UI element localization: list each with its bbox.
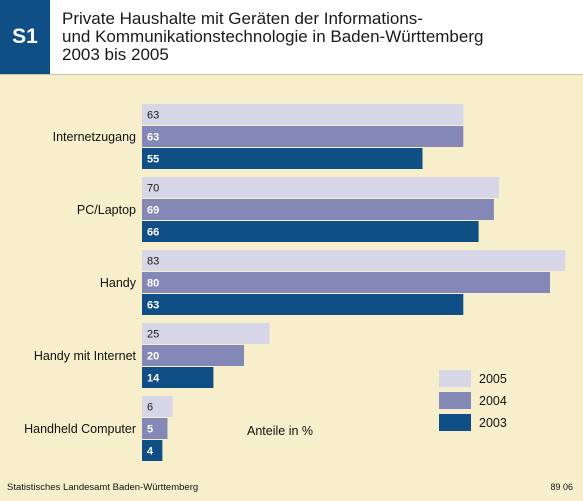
bar-internetzugang-2003: [142, 148, 423, 169]
data-label-handy-2005: 83: [147, 256, 159, 268]
chart-badge: S1: [0, 0, 50, 74]
bar-handy-2004: [142, 272, 550, 293]
data-label-handy-mit-internet-2003: 14: [147, 373, 160, 385]
bar-pc-laptop-2003: [142, 221, 479, 242]
data-label-handheld-computer-2005: 6: [147, 402, 153, 414]
bar-handy-mit-internet-2004: [142, 345, 244, 366]
data-label-internetzugang-2003: 55: [147, 154, 159, 166]
bar-handy-mit-internet-2003: [142, 367, 214, 388]
legend: 2005 2004 2003: [439, 370, 507, 431]
bar-handheld-computer-2004: [142, 418, 168, 439]
bar-handy-mit-internet-2005: [142, 323, 270, 344]
bars-group: Internetzugang 63 63 55 PC/Laptop 70 69 66 Handy…: [24, 104, 566, 461]
unit-note: Anteile in %: [247, 424, 313, 438]
data-label-internetzugang-2004: 63: [147, 132, 159, 144]
data-label-handheld-computer-2004: 5: [147, 424, 153, 436]
bar-handheld-computer-2003: [142, 440, 163, 461]
legend-label-2005: 2005: [479, 372, 507, 386]
data-label-pc-laptop-2003: 66: [147, 227, 159, 239]
data-label-handy-mit-internet-2005: 25: [147, 329, 159, 341]
data-label-pc-laptop-2004: 69: [147, 205, 159, 217]
data-label-pc-laptop-2005: 70: [147, 183, 159, 195]
data-label-handy-2003: 63: [147, 300, 159, 312]
bar-internetzugang-2004: [142, 126, 464, 147]
legend-label-2003: 2003: [479, 416, 507, 430]
bar-handy-2005: [142, 250, 566, 271]
data-label-handy-mit-internet-2004: 20: [147, 351, 159, 363]
bar-handy-2003: [142, 294, 464, 315]
category-label-pc-laptop: PC/Laptop: [77, 203, 136, 217]
legend-label-2004: 2004: [479, 394, 507, 408]
legend-swatch-2003: [439, 414, 471, 431]
bar-pc-laptop-2005: [142, 177, 499, 198]
legend-swatch-2005: [439, 370, 471, 387]
chart-code: 89 06: [550, 482, 573, 492]
chart-title: Private Haushalte mit Geräten der Inform…: [62, 9, 484, 64]
chart-header: S1 Private Haushalte mit Geräten der Inf…: [0, 0, 583, 75]
bar-handheld-computer-2005: [142, 396, 173, 417]
data-label-internetzugang-2005: 63: [147, 110, 159, 122]
category-label-handy: Handy: [100, 276, 137, 290]
data-label-handy-2004: 80: [147, 278, 159, 290]
category-label-handheld-computer: Handheld Computer: [24, 422, 136, 436]
category-label-handy-mit-internet: Handy mit Internet: [34, 349, 137, 363]
bar-internetzugang-2005: [142, 104, 464, 125]
source-note: Statistisches Landesamt Baden-Württember…: [7, 482, 199, 493]
category-label-internetzugang: Internetzugang: [53, 130, 136, 144]
bar-pc-laptop-2004: [142, 199, 494, 220]
data-label-handheld-computer-2003: 4: [147, 446, 154, 458]
legend-swatch-2004: [439, 392, 471, 409]
